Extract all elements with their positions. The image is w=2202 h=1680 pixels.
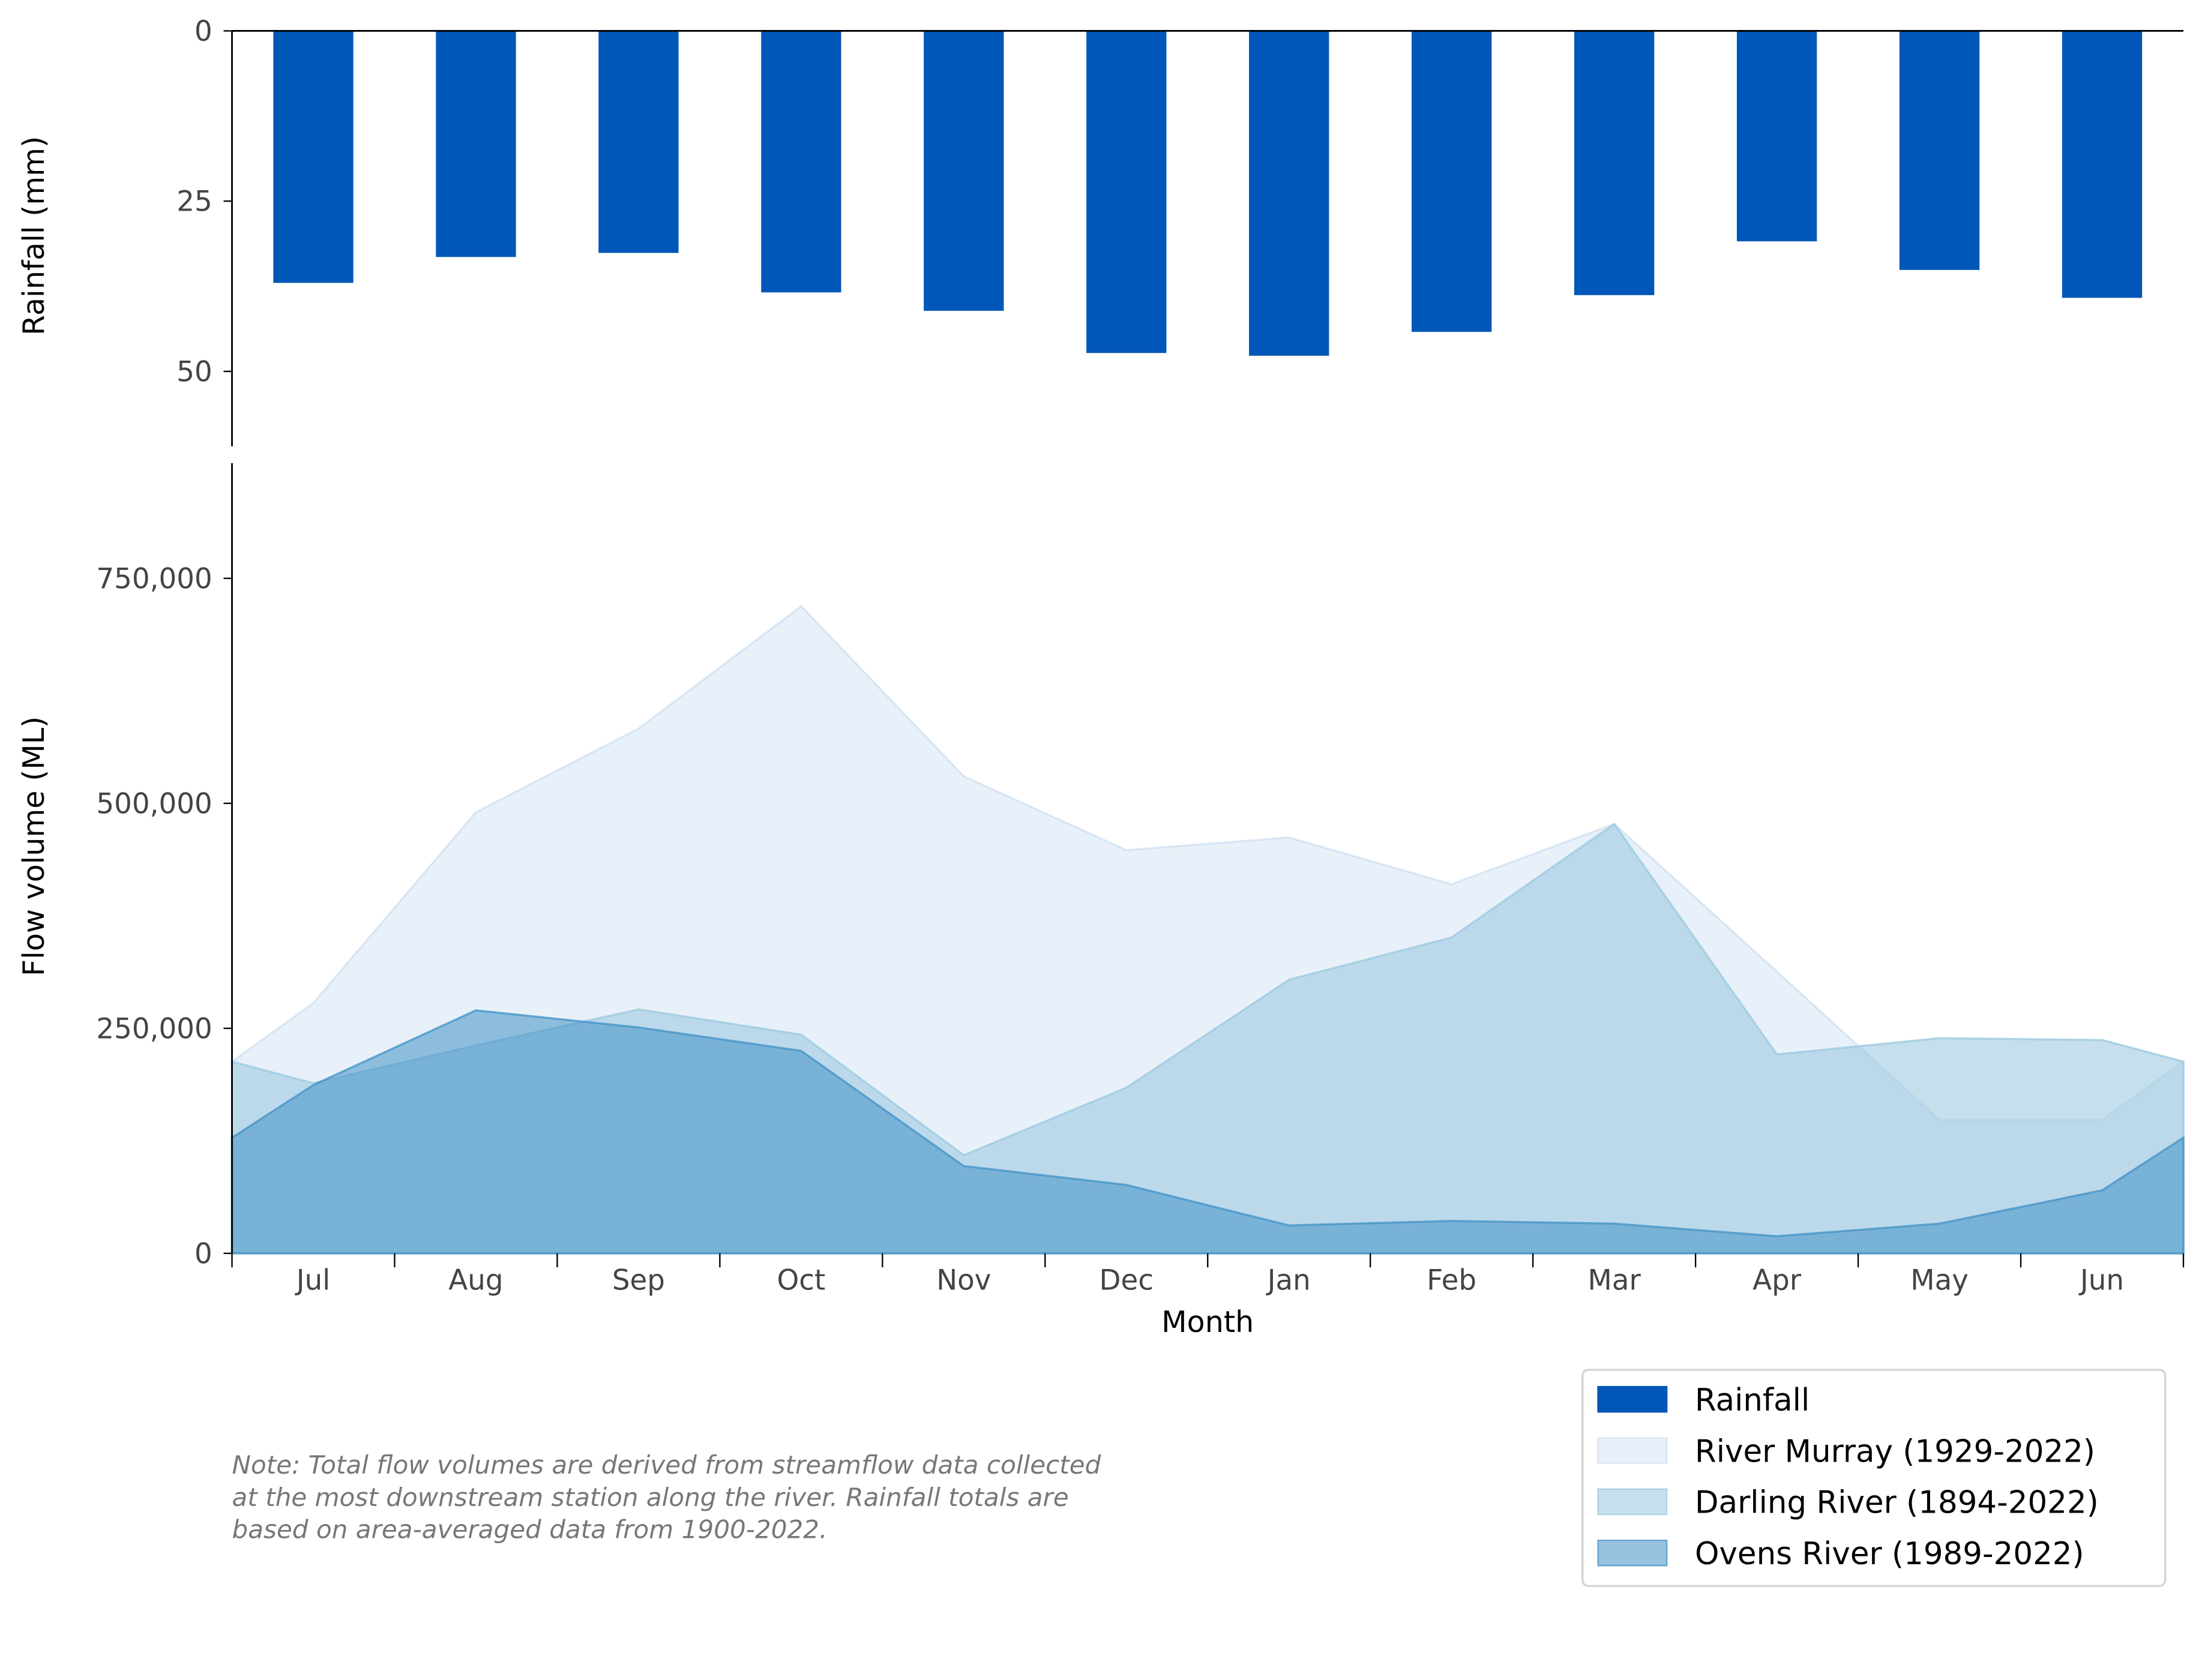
rainfall-y-label: Rainfall (mm)	[16, 136, 51, 335]
note-line: Note: Total flow volumes are derived fro…	[232, 1450, 1101, 1480]
rainfall-y-tick-label: 25	[176, 186, 212, 218]
rainfall-bar-Nov	[924, 31, 1004, 311]
x-tick-label-Nov: Nov	[936, 1265, 991, 1297]
rainfall-bar-Sep	[598, 31, 679, 253]
flow-y-tick-label: 250,000	[96, 1013, 212, 1045]
flow-y-tick-label: 500,000	[96, 788, 212, 820]
note: Note: Total flow volumes are derived fro…	[232, 1450, 1101, 1544]
rainfall-y-tick-label: 50	[176, 356, 212, 388]
rainfall-bar-Mar	[1574, 31, 1655, 295]
rainfall-bar-Dec	[1086, 31, 1167, 353]
rainfall-bar-Aug	[436, 31, 516, 257]
x-tick-label-Feb: Feb	[1427, 1265, 1476, 1297]
x-tick-label-Apr: Apr	[1752, 1265, 1802, 1297]
rainfall-y-tick-label: 0	[194, 16, 212, 48]
x-tick-label-Sep: Sep	[612, 1265, 665, 1297]
flow-y-tick-label: 750,000	[96, 563, 212, 595]
x-tick-label-Mar: Mar	[1588, 1265, 1641, 1297]
x-tick-label-Oct: Oct	[777, 1265, 825, 1297]
x-tick-label-Jun: Jun	[2078, 1265, 2124, 1297]
x-axis-label: Month	[1161, 1304, 1254, 1339]
note-line: based on area-averaged data from 1900-20…	[232, 1515, 828, 1544]
flow-y-tick-label: 0	[194, 1238, 212, 1270]
rainfall-bar-Jun	[2062, 31, 2143, 298]
x-tick-label-May: May	[1910, 1265, 1969, 1297]
legend-label: Darling River (1894-2022)	[1695, 1485, 2099, 1521]
legend-label: Rainfall	[1695, 1382, 1809, 1418]
area-series-2	[230, 1009, 2185, 1255]
x-tick-label-Dec: Dec	[1099, 1265, 1154, 1297]
rainfall-bar-Apr	[1736, 31, 1817, 242]
x-tick-label-Jul: Jul	[295, 1265, 330, 1297]
legend-swatch	[1597, 1437, 1668, 1464]
flow-y-label: Flow volume (ML)	[16, 716, 51, 976]
legend-swatch	[1597, 1488, 1668, 1516]
rainfall-bar-Jan	[1249, 31, 1329, 356]
legend-swatch	[1597, 1540, 1668, 1567]
flow-panel: 0 250,000 500,000 750,000 Jul Aug Sep Oct Nov Dec…	[96, 463, 2185, 1297]
legend: Rainfall River Murray (1929-2022) Darling …	[1581, 1369, 2167, 1588]
x-tick-label-Aug: Aug	[448, 1265, 503, 1297]
rainfall-panel: 0 25 50	[176, 16, 2184, 446]
note-line: at the most downstream station along the…	[232, 1483, 1069, 1512]
legend-label: Ovens River (1989-2022)	[1695, 1536, 2084, 1572]
rainfall-bar-Jul	[273, 31, 353, 283]
legend-label: River Murray (1929-2022)	[1695, 1433, 2095, 1469]
rainfall-bar-Oct	[761, 31, 841, 293]
rainfall-bar-Feb	[1412, 31, 1492, 332]
rainfall-bar-May	[1899, 31, 1980, 270]
x-tick-label-Jan: Jan	[1266, 1265, 1311, 1297]
legend-swatch	[1597, 1385, 1668, 1413]
